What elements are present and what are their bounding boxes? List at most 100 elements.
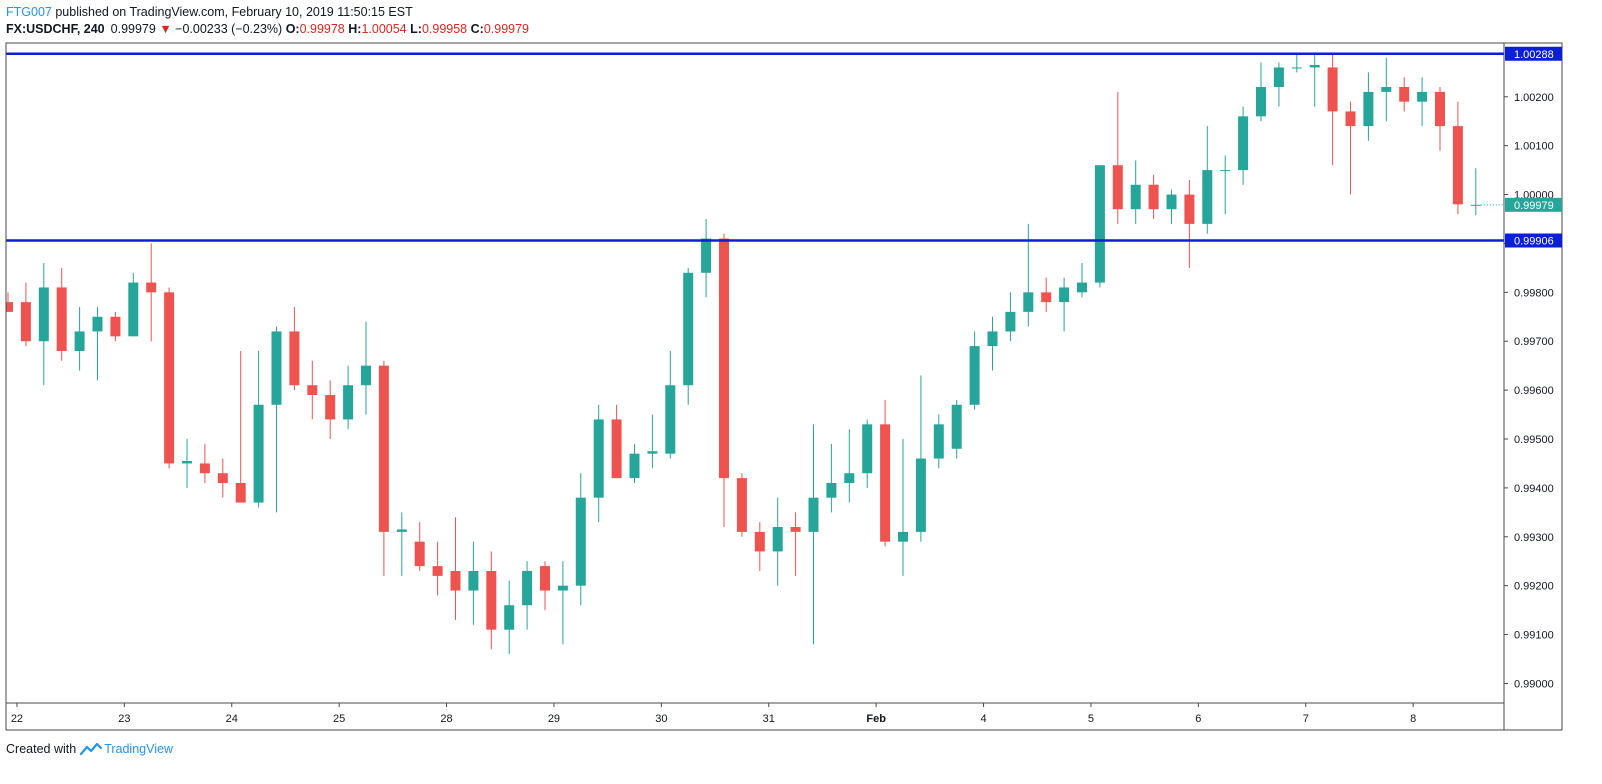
- candle: [450, 517, 461, 620]
- tradingview-brand[interactable]: TradingView: [104, 742, 173, 756]
- candle-body: [1417, 91, 1428, 102]
- candle-body: [271, 331, 282, 405]
- time-tick-label: 6: [1195, 713, 1201, 725]
- candle: [217, 458, 228, 498]
- candle: [271, 326, 282, 513]
- candle: [701, 219, 712, 298]
- candle-body: [844, 473, 855, 483]
- last-price: 0.99979: [110, 22, 156, 36]
- candle: [1381, 57, 1392, 122]
- candle: [128, 272, 139, 337]
- created-with-text: Created with: [6, 742, 77, 756]
- price-axis[interactable]: 0.99000 0.99100 0.99200 0.99300 0.99400 0.995…: [1504, 92, 1554, 691]
- time-axis[interactable]: 22 23 24 25 28 29 30 31 Feb 4 5 6 7 8: [11, 703, 1416, 725]
- candle: [1256, 62, 1266, 122]
- candle: [74, 307, 85, 371]
- candle-body: [1041, 292, 1052, 303]
- candle-body: [1291, 67, 1302, 69]
- candle-body: [701, 238, 712, 273]
- candle: [6, 292, 13, 312]
- candle-body: [432, 566, 443, 576]
- candle: [289, 307, 300, 391]
- symbol-info: FX:USDCHF, 240 0.99979 ▼ −0.00233 (−0.23%…: [6, 22, 529, 36]
- hline-price-badge: [1505, 233, 1562, 248]
- candle-body: [593, 419, 604, 498]
- publish-info: FTG007 published on TradingView.com, Feb…: [6, 5, 413, 19]
- candle: [396, 512, 407, 576]
- candle-body: [20, 302, 31, 342]
- candle: [1148, 175, 1159, 219]
- last-price-badge: [1505, 197, 1562, 212]
- candle: [1238, 106, 1249, 185]
- candle-body: [647, 451, 658, 454]
- candle: [1363, 72, 1374, 141]
- time-tick-label: 22: [11, 713, 23, 725]
- time-tick-label: 24: [226, 713, 238, 725]
- candle: [1309, 52, 1320, 107]
- time-tick-label: 28: [440, 713, 452, 725]
- candle: [808, 424, 819, 645]
- candle: [969, 331, 980, 410]
- published-text: published on TradingView.com, February 1…: [51, 5, 413, 19]
- footer: Created with TradingView: [6, 742, 173, 756]
- candle-body: [182, 461, 192, 464]
- candle: [1094, 165, 1105, 288]
- author-link[interactable]: FTG007: [6, 5, 52, 19]
- candle-body: [361, 365, 371, 386]
- candle-body: [396, 529, 407, 532]
- candle: [540, 561, 550, 611]
- candle-body: [1345, 111, 1356, 127]
- candle: [1184, 179, 1195, 268]
- candle: [1327, 52, 1338, 166]
- candle-body: [862, 424, 873, 474]
- candle-body: [92, 316, 103, 332]
- candle-body: [1363, 91, 1374, 127]
- hline-price-badge: [1505, 46, 1562, 61]
- candle-body: [235, 483, 246, 503]
- candle: [1470, 168, 1481, 216]
- candle-body: [987, 331, 998, 347]
- time-tick-label: 4: [980, 713, 986, 725]
- candle: [235, 351, 246, 503]
- candle: [593, 404, 604, 523]
- candle-body: [1435, 91, 1445, 127]
- price-tick-label: 1.00100: [1514, 141, 1554, 153]
- candle: [1417, 77, 1428, 127]
- close-label: C:: [470, 22, 484, 36]
- hline-price-badge-label: 1.00288: [1514, 49, 1554, 61]
- candle: [915, 375, 926, 542]
- hline-price-badge-label: 0.99906: [1514, 236, 1554, 248]
- candle-body: [951, 404, 962, 449]
- candle-body: [199, 463, 210, 474]
- candle-body: [56, 287, 67, 351]
- candle-body: [253, 404, 264, 503]
- tradingview-logo-icon: [80, 742, 103, 756]
- candle: [844, 429, 855, 503]
- time-tick-label: 25: [333, 713, 345, 725]
- candle-body: [665, 385, 676, 454]
- candle-body: [414, 541, 425, 567]
- candle: [182, 439, 192, 488]
- candle: [754, 522, 765, 571]
- candle-body: [1470, 204, 1481, 206]
- candle: [468, 541, 479, 625]
- horizontal-lines-layer: [6, 52, 1504, 242]
- price-tick-label: 0.99800: [1514, 287, 1554, 299]
- candle: [772, 497, 783, 586]
- candle-body: [38, 287, 49, 342]
- candle: [1452, 101, 1463, 215]
- candle: [1130, 160, 1141, 224]
- candle: [56, 267, 67, 361]
- candle-body: [325, 395, 336, 420]
- candle-body: [969, 346, 980, 405]
- time-tick-label: 7: [1303, 713, 1309, 725]
- last-price-badge-label: 0.99979: [1514, 200, 1554, 212]
- candle-body: [1327, 67, 1338, 112]
- candle-body: [450, 571, 461, 591]
- candle-body: [1148, 184, 1159, 210]
- candle-body: [1094, 165, 1105, 283]
- candle: [611, 404, 622, 479]
- candle: [575, 473, 586, 606]
- candle: [522, 561, 533, 630]
